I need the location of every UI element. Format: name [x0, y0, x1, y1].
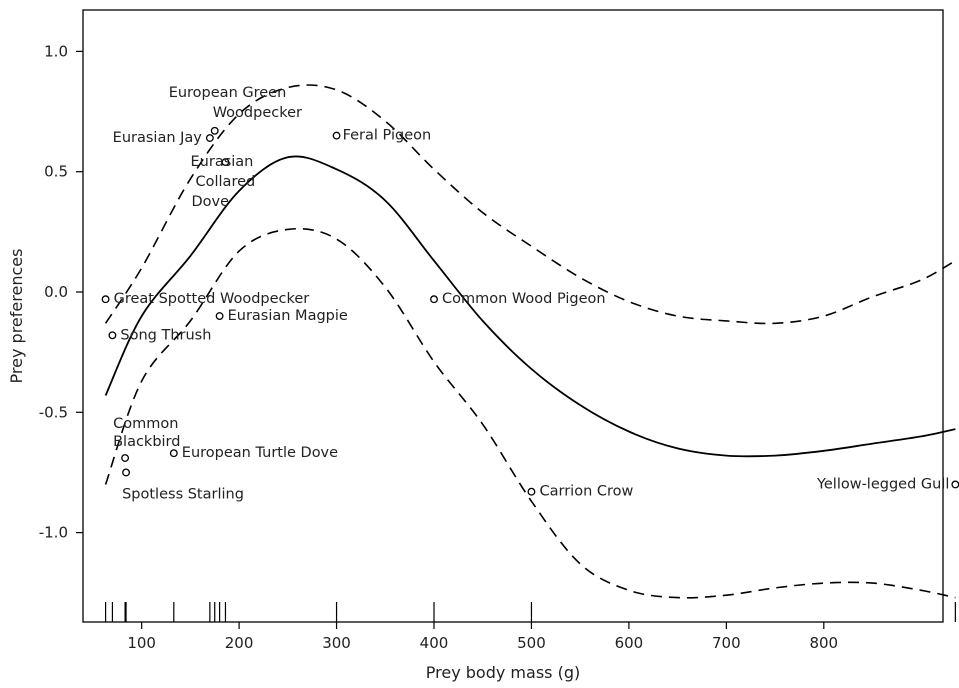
point-label: European Turtle Dove	[182, 445, 338, 461]
data-point	[122, 468, 131, 477]
data-point	[215, 312, 224, 321]
data-point	[210, 126, 219, 135]
rug-ticks	[104, 602, 956, 622]
y-tick-label: 0.0	[44, 283, 68, 301]
data-point	[527, 487, 536, 496]
y-tick-label: 1.0	[44, 42, 68, 60]
data-point	[101, 295, 110, 304]
y-tick-label: 0.5	[44, 163, 68, 181]
point-label: Eurasian Collared Dove	[191, 154, 256, 210]
y-tick-label: -0.5	[39, 403, 68, 421]
point-label: Yellow-legged Gull	[816, 477, 949, 493]
y-tick-label: -1.0	[39, 524, 68, 542]
point-label: Great Spotted Woodpecker	[114, 291, 310, 307]
data-point	[430, 295, 438, 304]
x-axis-label: Prey body mass (g)	[426, 663, 580, 682]
data-point	[108, 331, 117, 340]
data-point	[205, 134, 214, 142]
x-tick-label: 800	[809, 634, 838, 652]
point-label: Spotless Starling	[122, 486, 244, 502]
point-label: Common Blackbird	[113, 416, 180, 450]
x-tick-label: 600	[615, 634, 644, 652]
data-point	[332, 131, 341, 140]
data-point	[951, 480, 959, 489]
point-label: Carrion Crow	[540, 484, 634, 500]
data-points: Great Spotted Woodpecker Song Thrush Commo…	[101, 85, 959, 502]
point-label: Eurasian Jay	[113, 130, 203, 146]
point-label: Feral Pigeon	[343, 128, 432, 144]
plot-frame	[82, 9, 944, 623]
data-point	[221, 158, 230, 167]
ci-upper-line	[104, 84, 956, 325]
x-tick-label: 400	[420, 634, 449, 652]
data-point	[169, 449, 178, 458]
point-label: Eurasian Magpie	[228, 308, 348, 324]
x-tick-label: 500	[517, 634, 546, 652]
y-axis-ticks: 1.0 0.5 0.0 -0.5 -1.0	[39, 42, 83, 542]
x-tick-label: 300	[322, 634, 351, 652]
fit-curve	[104, 155, 956, 458]
x-tick-label: 200	[225, 634, 254, 652]
x-tick-label: 100	[127, 634, 156, 652]
point-label: Song Thrush	[120, 327, 211, 343]
fit-line	[104, 155, 956, 458]
x-tick-label: 700	[712, 634, 741, 652]
ci-lower-line	[104, 227, 956, 599]
data-point	[121, 454, 130, 462]
confidence-bands	[104, 84, 956, 599]
point-label: Common Wood Pigeon	[442, 291, 606, 307]
x-axis-ticks: 100 200 300 400 500 600 700 800	[127, 622, 838, 652]
y-axis-label: Prey preferences	[7, 249, 26, 384]
point-label: European Green Woodpecker	[169, 85, 302, 121]
